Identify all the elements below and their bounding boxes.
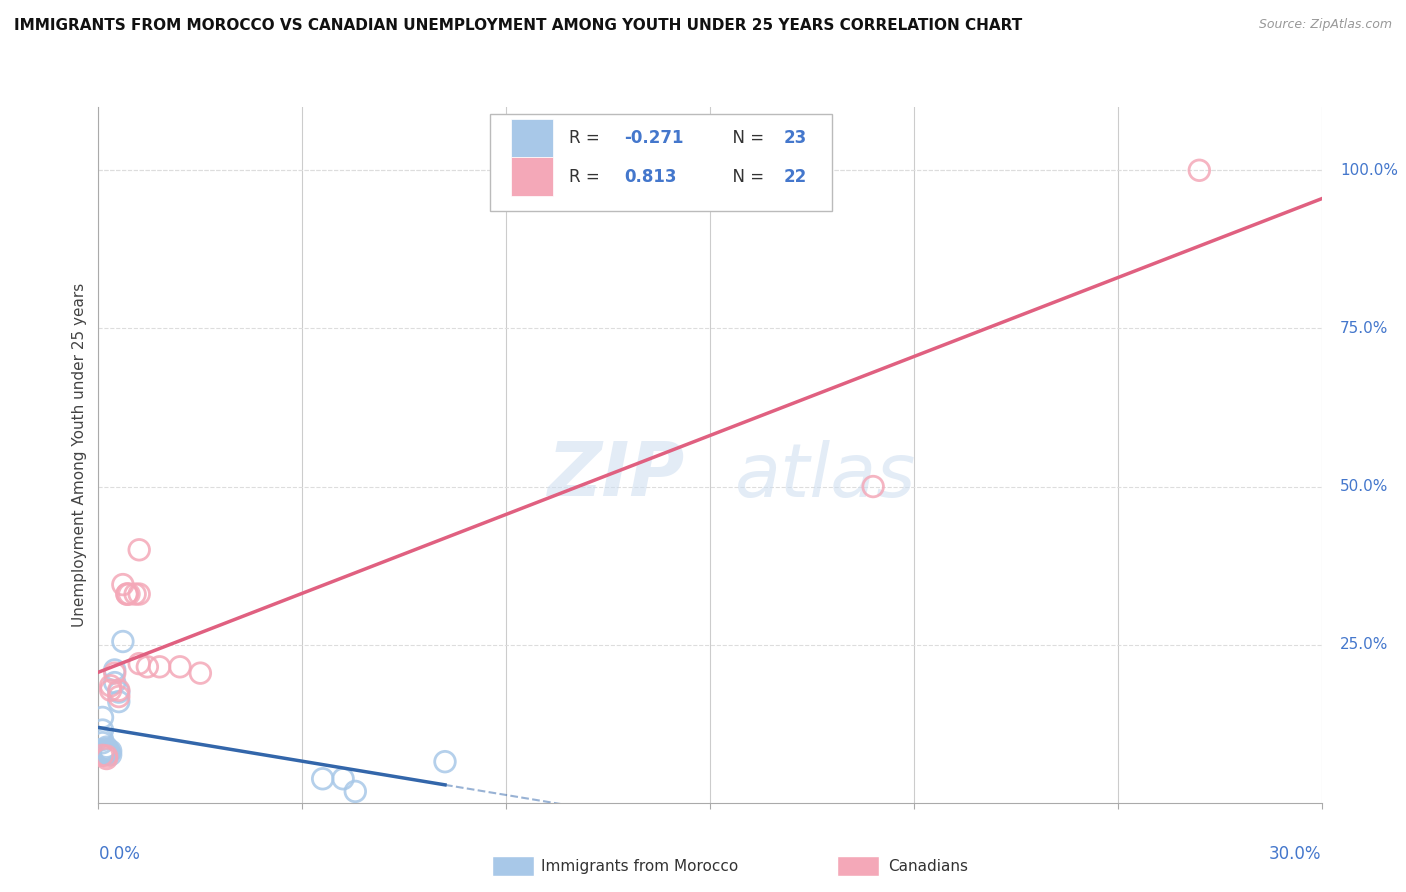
Text: 0.0%: 0.0%: [98, 845, 141, 863]
Point: [96, 747, 118, 761]
Point: [108, 690, 131, 704]
Point: [96, 740, 118, 755]
FancyBboxPatch shape: [489, 114, 832, 211]
Text: ZIP: ZIP: [548, 439, 686, 512]
Point: [115, 587, 138, 601]
Point: [124, 587, 146, 601]
Point: [91, 748, 114, 763]
Point: [97, 747, 120, 761]
Point: [434, 755, 457, 769]
Point: [104, 666, 127, 681]
Point: [136, 660, 159, 674]
Y-axis label: Unemployment Among Youth under 25 years: Unemployment Among Youth under 25 years: [72, 283, 87, 627]
Point: [149, 660, 172, 674]
Point: [96, 749, 118, 764]
Text: N =: N =: [723, 168, 769, 186]
Point: [1188, 163, 1211, 178]
Text: 75.0%: 75.0%: [1340, 321, 1388, 336]
Point: [91, 723, 114, 737]
Point: [104, 663, 127, 677]
Text: 0.813: 0.813: [624, 168, 676, 186]
Point: [96, 743, 118, 757]
Text: IMMIGRANTS FROM MOROCCO VS CANADIAN UNEMPLOYMENT AMONG YOUTH UNDER 25 YEARS CORR: IMMIGRANTS FROM MOROCCO VS CANADIAN UNEM…: [14, 18, 1022, 33]
Text: N =: N =: [723, 129, 769, 147]
Point: [104, 675, 127, 690]
Point: [115, 587, 138, 601]
Point: [111, 634, 134, 648]
Text: Immigrants from Morocco: Immigrants from Morocco: [541, 859, 738, 873]
Point: [96, 751, 118, 765]
Point: [100, 683, 122, 698]
Point: [332, 772, 354, 786]
Point: [128, 587, 150, 601]
Text: 25.0%: 25.0%: [1340, 637, 1388, 652]
Point: [111, 577, 134, 591]
Point: [128, 657, 150, 671]
Point: [118, 587, 141, 601]
Text: 22: 22: [783, 168, 807, 186]
Text: 30.0%: 30.0%: [1270, 845, 1322, 863]
Text: 23: 23: [783, 129, 807, 147]
Point: [93, 747, 115, 761]
Point: [169, 660, 191, 674]
Text: 100.0%: 100.0%: [1340, 163, 1398, 178]
Text: R =: R =: [569, 168, 610, 186]
Text: atlas: atlas: [734, 440, 915, 512]
Point: [91, 710, 114, 724]
Point: [312, 772, 335, 786]
FancyBboxPatch shape: [510, 158, 554, 195]
Point: [100, 679, 122, 693]
Point: [862, 479, 884, 493]
Point: [108, 683, 131, 698]
Text: -0.271: -0.271: [624, 129, 683, 147]
Text: 50.0%: 50.0%: [1340, 479, 1388, 494]
Point: [100, 747, 122, 762]
Point: [91, 732, 114, 747]
Point: [108, 695, 131, 709]
Point: [97, 743, 120, 757]
Point: [344, 784, 367, 798]
Point: [128, 542, 150, 557]
FancyBboxPatch shape: [510, 120, 554, 158]
Text: R =: R =: [569, 129, 606, 147]
Point: [108, 685, 131, 699]
Text: Canadians: Canadians: [889, 859, 969, 873]
Point: [91, 736, 114, 750]
Point: [188, 666, 212, 681]
Point: [93, 742, 115, 756]
Point: [100, 744, 122, 758]
Point: [93, 744, 115, 758]
Text: Source: ZipAtlas.com: Source: ZipAtlas.com: [1258, 18, 1392, 31]
